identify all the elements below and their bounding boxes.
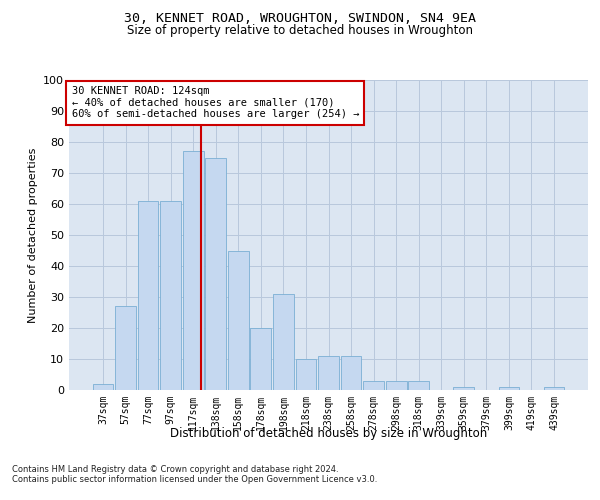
Bar [228,250,248,390]
Bar [363,380,384,390]
Bar [318,356,339,390]
Y-axis label: Number of detached properties: Number of detached properties [28,148,38,322]
Text: 30 KENNET ROAD: 124sqm
← 40% of detached houses are smaller (170)
60% of semi-de: 30 KENNET ROAD: 124sqm ← 40% of detached… [71,86,359,120]
Bar [296,359,316,390]
Bar [386,380,407,390]
Bar [454,387,474,390]
Bar [499,387,520,390]
Bar [115,306,136,390]
Bar [409,380,429,390]
Bar [183,152,203,390]
Text: Size of property relative to detached houses in Wroughton: Size of property relative to detached ho… [127,24,473,37]
Bar [250,328,271,390]
Text: Distribution of detached houses by size in Wroughton: Distribution of detached houses by size … [170,428,487,440]
Bar [205,158,226,390]
Bar [544,387,565,390]
Bar [273,294,294,390]
Bar [341,356,361,390]
Bar [92,384,113,390]
Text: Contains public sector information licensed under the Open Government Licence v3: Contains public sector information licen… [12,475,377,484]
Bar [160,201,181,390]
Text: Contains HM Land Registry data © Crown copyright and database right 2024.: Contains HM Land Registry data © Crown c… [12,465,338,474]
Bar [137,201,158,390]
Text: 30, KENNET ROAD, WROUGHTON, SWINDON, SN4 9EA: 30, KENNET ROAD, WROUGHTON, SWINDON, SN4… [124,12,476,26]
